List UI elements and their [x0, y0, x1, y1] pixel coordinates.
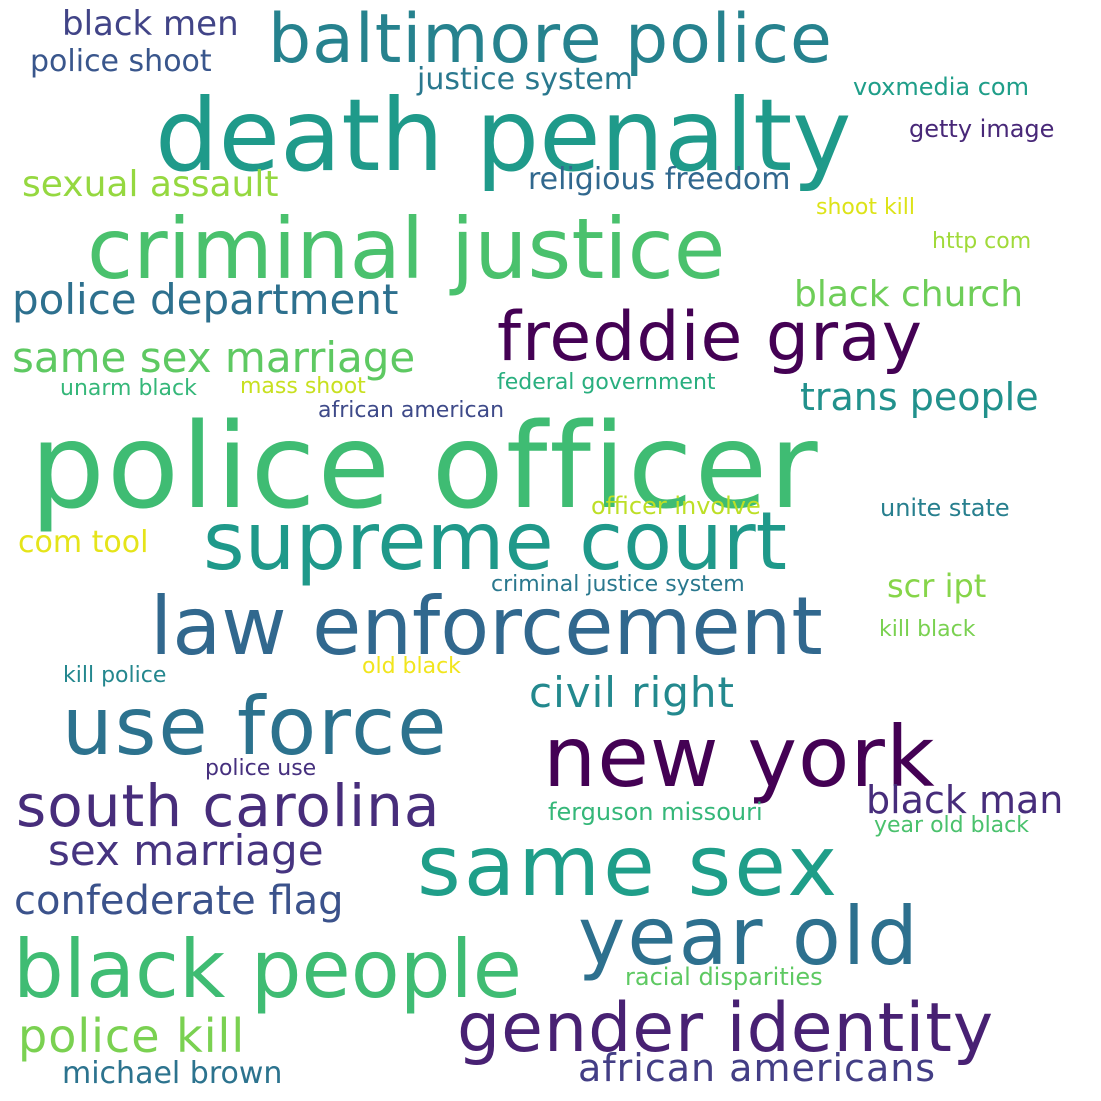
word-death-penalty: death penalty [155, 77, 852, 194]
word-law-enforcement: law enforcement [150, 580, 823, 673]
word-year-old-black: year old black [874, 813, 1029, 838]
word-black-men: black men [62, 4, 239, 44]
word-criminal-justice: criminal justice [87, 200, 726, 298]
word-police-department: police department [12, 275, 399, 324]
word-unarm-black: unarm black [60, 376, 197, 401]
word-same-sex-marriage: same sex marriage [12, 333, 416, 382]
word-trans-people: trans people [800, 375, 1039, 419]
word-police-officer: police officer [30, 397, 820, 535]
word-mass-shoot: mass shoot [240, 374, 366, 399]
word-com-tool: com tool [18, 525, 149, 560]
word-same-sex: same sex [417, 817, 841, 915]
word-getty-image: getty image [909, 115, 1055, 143]
word-year-old: year old [578, 890, 920, 983]
word-confederate-flag: confederate flag [14, 878, 344, 924]
word-black-people: black people [13, 923, 522, 1016]
word-scr-ipt: scr ipt [887, 567, 987, 605]
word-sexual-assault: sexual assault [22, 164, 279, 205]
word-michael-brown: michael brown [62, 1056, 283, 1091]
word-black-church: black church [794, 274, 1024, 315]
word-old-black: old black [362, 654, 461, 679]
word-police-use: police use [205, 756, 317, 781]
word-police-kill: police kill [18, 1009, 246, 1063]
word-police-shoot: police shoot [30, 44, 212, 79]
word-kill-police: kill police [63, 663, 167, 688]
word-ferguson-missouri: ferguson missouri [548, 798, 763, 826]
word-freddie-gray: freddie gray [497, 298, 923, 377]
word-south-carolina: south carolina [16, 772, 441, 840]
word-racial-disparities: racial disparities [625, 963, 823, 991]
word-federal-government: federal government [497, 370, 716, 395]
word-gender-identity: gender identity [457, 989, 995, 1068]
word-voxmedia-com: voxmedia com [853, 73, 1029, 101]
word-sex-marriage: sex marriage [48, 826, 324, 875]
word-new-york: new york [543, 708, 936, 806]
word-use-force: use force [62, 680, 449, 773]
word-civil-right: civil right [529, 668, 735, 717]
word-african-american: african american [318, 398, 505, 423]
word-justice-system: justice system [417, 62, 634, 97]
word-shoot-kill: shoot kill [816, 195, 916, 220]
word-black-man: black man [866, 778, 1064, 822]
word-criminal-justice-system: criminal justice system [491, 572, 745, 597]
word-baltimore-police: baltimore police [268, 0, 833, 79]
word-unite-state: unite state [880, 494, 1010, 522]
word-african-americans: african americans [578, 1046, 937, 1090]
word-supreme-court: supreme court [203, 495, 787, 588]
word-officer-involve: officer involve [591, 492, 761, 520]
word-kill-black: kill black [879, 617, 976, 642]
word-http-com: http com [932, 229, 1032, 254]
word-religious-freedom: religious freedom [528, 162, 791, 197]
